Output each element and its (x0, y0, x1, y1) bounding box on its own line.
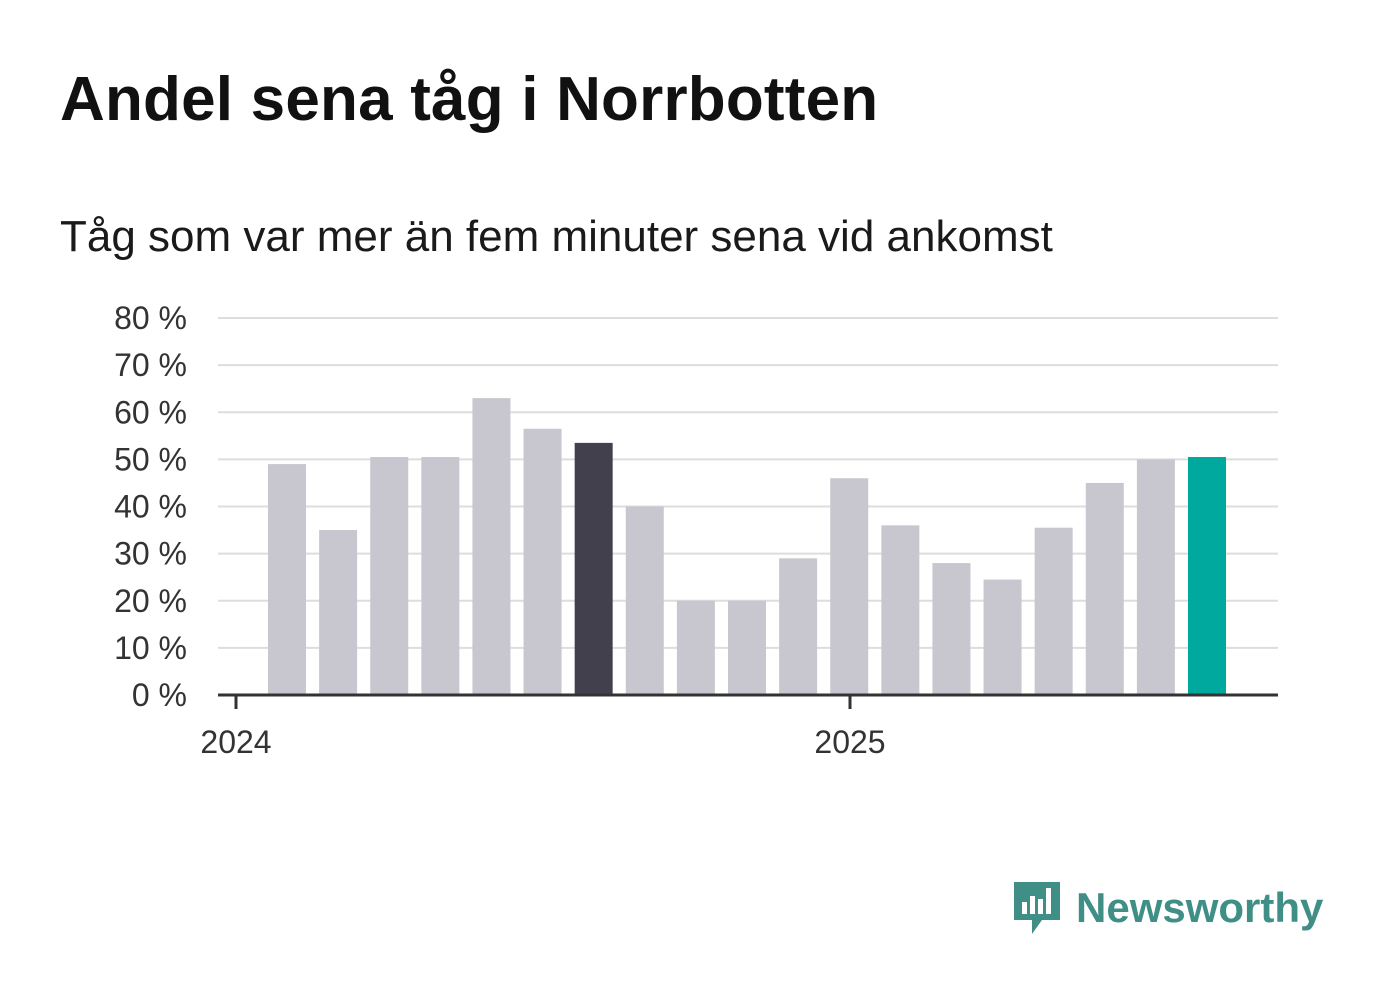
y-tick-label: 70 % (114, 347, 187, 383)
bar (268, 464, 306, 695)
tick-labels: 0 % 10 % 20 % 30 % 40 % 50 % 60 % 70 % 80 % 2024 2… (114, 300, 886, 760)
bar (421, 457, 460, 695)
bar (319, 530, 358, 695)
y-tick-label: 0 % (132, 677, 187, 713)
bar (1085, 482, 1124, 695)
bar (830, 478, 869, 695)
bar (472, 398, 511, 695)
bar (676, 600, 715, 695)
chart-title: Andel sena tåg i Norrbotten (60, 65, 879, 134)
y-tick-label: 20 % (114, 583, 187, 619)
y-tick-label: 10 % (114, 630, 187, 666)
bar-chart: 0 % 10 % 20 % 30 % 40 % 50 % 60 % 70 % 80 % 2024 2… (114, 300, 1278, 760)
axes (218, 693, 1278, 709)
y-tick-label: 60 % (114, 394, 187, 430)
newsworthy-logo-icon (1014, 882, 1060, 934)
chart-subtitle: Tåg som var mer än fem minuter sena vid … (60, 212, 1053, 261)
bar (574, 442, 613, 695)
bar (881, 525, 920, 695)
bar (370, 457, 409, 695)
bar (932, 563, 971, 695)
bar (983, 579, 1022, 695)
y-tick-label: 50 % (114, 441, 187, 477)
brand-name: Newsworthy (1076, 884, 1324, 931)
bars (268, 398, 1226, 695)
y-tick-label: 80 % (114, 300, 187, 336)
y-tick-label: 30 % (114, 536, 187, 572)
bar (1188, 457, 1226, 695)
bar (779, 558, 818, 695)
bar (625, 506, 664, 695)
bar (728, 600, 766, 695)
bar (1136, 459, 1175, 695)
brand-logo: Newsworthy (1010, 878, 1323, 938)
y-tick-label: 40 % (114, 489, 187, 525)
bar (1034, 527, 1073, 695)
x-tick-label: 2024 (200, 724, 271, 760)
bar (523, 428, 562, 695)
x-tick-label: 2025 (814, 724, 885, 760)
